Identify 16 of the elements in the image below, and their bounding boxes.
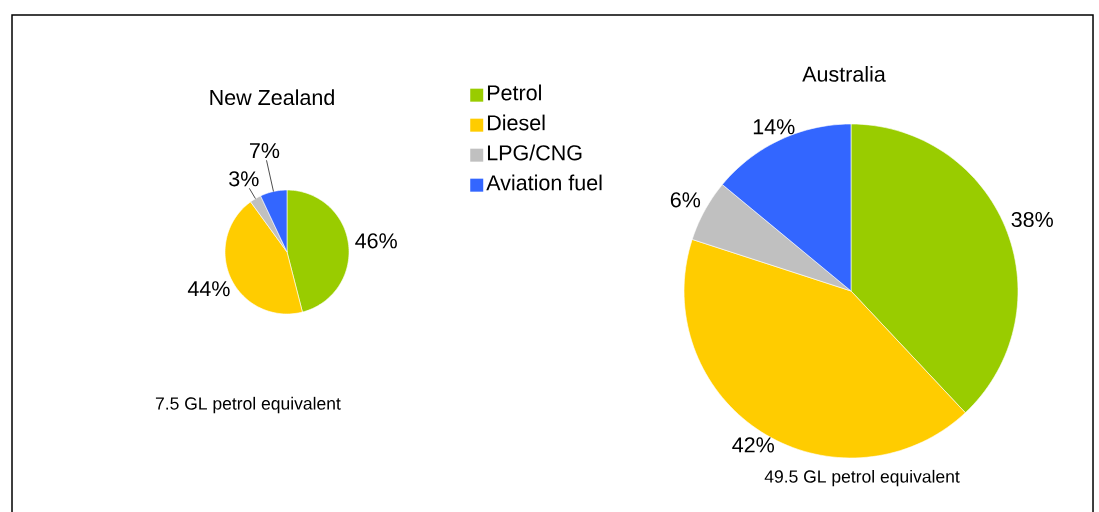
data-label: 42% — [732, 437, 775, 453]
data-label: 46% — [355, 233, 397, 249]
legend-label: Diesel — [487, 114, 545, 131]
legend-label: LPG/CNG — [487, 144, 582, 161]
chart-title: New Zealand — [210, 89, 334, 106]
data-label: 3% — [229, 171, 259, 187]
data-label: 6% — [670, 192, 701, 208]
text: 49.5 GL petrol equivalent — [764, 469, 960, 487]
data-label: 38% — [1011, 211, 1053, 228]
chart-title: Australia — [802, 66, 886, 82]
legend-label: Petrol — [487, 84, 541, 101]
data-label: 44% — [187, 281, 230, 297]
data-label: 14% — [753, 119, 795, 135]
text: 7.5 GL petrol equivalent — [155, 396, 341, 414]
legend-label: Aviation fuel — [486, 174, 602, 191]
data-label: 7% — [249, 143, 280, 159]
